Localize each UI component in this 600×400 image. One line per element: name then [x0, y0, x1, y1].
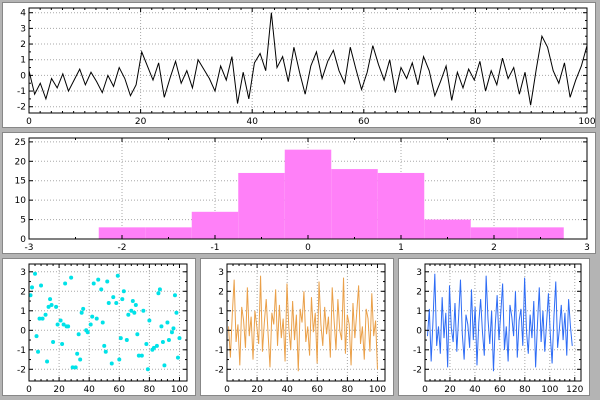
histogram-chart: -3 -2 -1 0 1 2 3 0 5 10 15 20 25	[15, 137, 590, 253]
svg-text:100: 100	[369, 385, 386, 395]
svg-text:20: 20	[53, 385, 65, 395]
svg-text:80: 80	[470, 117, 482, 127]
svg-text:80: 80	[342, 385, 354, 395]
svg-text:4: 4	[20, 9, 26, 19]
svg-text:-2: -2	[17, 365, 26, 375]
svg-text:25: 25	[15, 138, 26, 148]
chart-panel-blue-line: 0 20 40 60 80 100 120 -2 -1 0 1 2 3	[398, 258, 590, 396]
svg-text:20: 20	[444, 385, 456, 395]
svg-text:0: 0	[218, 326, 224, 336]
svg-text:5: 5	[20, 216, 26, 226]
svg-text:-3: -3	[25, 243, 34, 253]
svg-text:3: 3	[20, 24, 26, 34]
svg-text:0: 0	[26, 385, 32, 395]
svg-text:100: 100	[171, 385, 188, 395]
svg-text:2: 2	[20, 287, 26, 297]
top-row: 0 20 40 60 80 100 -2 -1 0 1 2 3 4	[0, 0, 600, 130]
svg-text:100: 100	[578, 117, 595, 127]
svg-text:-2: -2	[413, 365, 422, 375]
svg-text:2: 2	[416, 287, 422, 297]
svg-text:-1: -1	[17, 87, 26, 97]
svg-text:3: 3	[218, 268, 224, 278]
svg-text:0: 0	[224, 385, 230, 395]
bottom-row: 0 20 40 60 80 100 -2 -1 0 1 2 3 0 20 40 60 80 100 -2 -1 0 1 2…	[0, 256, 600, 398]
svg-text:40: 40	[469, 385, 481, 395]
noise-line-chart: 0 20 40 60 80 100 -2 -1 0 1 2 3 4	[17, 7, 595, 127]
svg-text:1: 1	[218, 307, 224, 317]
svg-text:60: 60	[114, 385, 126, 395]
middle-row: -3 -2 -1 0 1 2 3 0 5 10 15 20 25	[0, 130, 600, 256]
svg-text:3: 3	[584, 243, 590, 253]
svg-text:80: 80	[144, 385, 156, 395]
svg-text:60: 60	[358, 117, 370, 127]
svg-text:3: 3	[416, 268, 422, 278]
svg-text:-1: -1	[211, 243, 220, 253]
svg-text:1: 1	[20, 56, 26, 66]
svg-text:40: 40	[246, 117, 258, 127]
svg-text:0: 0	[20, 235, 26, 245]
svg-text:20: 20	[15, 157, 27, 167]
svg-text:2: 2	[218, 287, 224, 297]
svg-text:1: 1	[20, 307, 26, 317]
svg-text:-1: -1	[215, 346, 224, 356]
scatter-chart: 0 20 40 60 80 100 -2 -1 0 1 2 3	[17, 263, 188, 395]
blue-line-chart: 0 20 40 60 80 100 120 -2 -1 0 1 2 3	[413, 263, 584, 395]
svg-text:120: 120	[566, 385, 583, 395]
svg-text:20: 20	[135, 117, 147, 127]
svg-text:0: 0	[26, 117, 32, 127]
svg-text:0: 0	[422, 385, 428, 395]
chart-panel-noise-line: 0 20 40 60 80 100 -2 -1 0 1 2 3 4	[2, 2, 596, 128]
svg-text:-2: -2	[17, 103, 26, 113]
svg-text:-1: -1	[17, 346, 26, 356]
svg-text:60: 60	[494, 385, 506, 395]
svg-text:80: 80	[519, 385, 531, 395]
svg-text:2: 2	[491, 243, 497, 253]
chart-panel-scatter: 0 20 40 60 80 100 -2 -1 0 1 2 3	[2, 258, 196, 396]
svg-text:60: 60	[312, 385, 324, 395]
svg-text:40: 40	[83, 385, 95, 395]
svg-text:100: 100	[541, 385, 558, 395]
orange-line-chart: 0 20 40 60 80 100 -2 -1 0 1 2 3	[215, 263, 386, 395]
chart-panel-histogram: -3 -2 -1 0 1 2 3 0 5 10 15 20 25	[2, 132, 596, 254]
svg-text:-2: -2	[215, 365, 224, 375]
svg-text:1: 1	[398, 243, 404, 253]
chart-panel-orange-line: 0 20 40 60 80 100 -2 -1 0 1 2 3	[200, 258, 394, 396]
svg-text:0: 0	[416, 326, 422, 336]
svg-text:15: 15	[15, 177, 26, 187]
svg-text:-1: -1	[413, 346, 422, 356]
svg-text:40: 40	[281, 385, 293, 395]
svg-text:0: 0	[305, 243, 311, 253]
svg-text:20: 20	[251, 385, 263, 395]
svg-text:3: 3	[20, 268, 26, 278]
svg-text:10: 10	[15, 196, 27, 206]
svg-text:2: 2	[20, 40, 26, 50]
svg-text:1: 1	[416, 307, 422, 317]
svg-text:-2: -2	[118, 243, 127, 253]
svg-text:0: 0	[20, 71, 26, 81]
svg-text:0: 0	[20, 326, 26, 336]
